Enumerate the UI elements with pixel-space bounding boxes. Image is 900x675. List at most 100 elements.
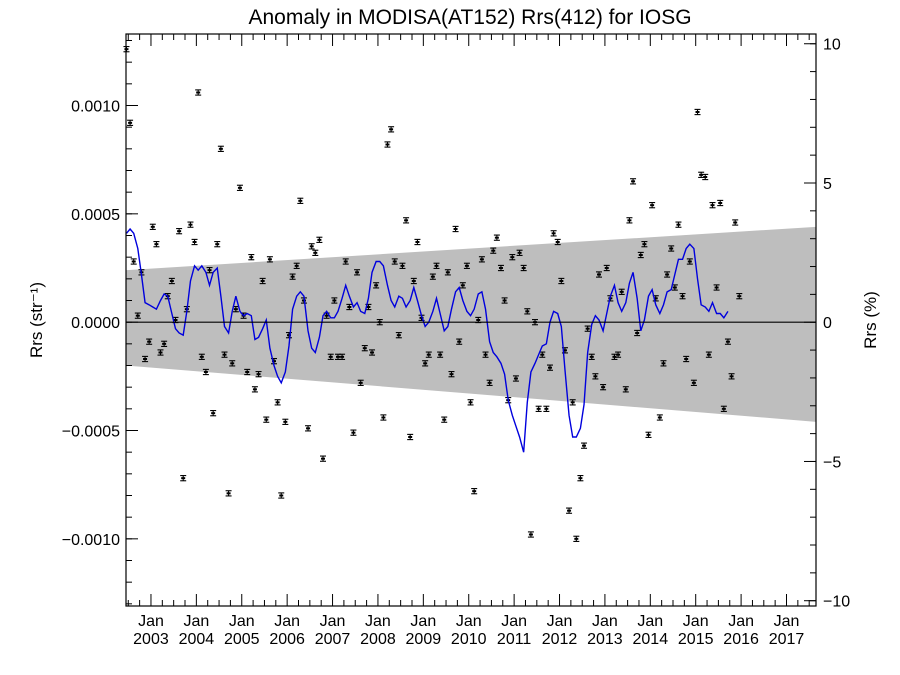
y-tick-label-left: 0.0005 <box>71 207 120 224</box>
data-point <box>683 355 690 363</box>
data-point <box>206 267 213 274</box>
data-point <box>320 455 327 462</box>
data-point <box>501 297 508 304</box>
y-tick-label-left: −0.0005 <box>62 424 120 441</box>
data-point <box>214 241 221 248</box>
plot-frame <box>125 33 817 607</box>
data-point <box>278 492 285 499</box>
x-tick-year: 2010 <box>451 631 487 648</box>
data-point <box>388 126 395 133</box>
x-tick-year: 2011 <box>497 631 532 648</box>
data-point <box>410 277 417 285</box>
y-tick-label-right: 5 <box>823 176 832 193</box>
data-point <box>520 264 527 272</box>
data-point <box>554 238 561 246</box>
data-point <box>660 360 667 367</box>
x-tick-year: 2005 <box>224 631 260 648</box>
y-tick-label-right: 10 <box>823 37 841 54</box>
data-point <box>490 247 497 254</box>
y-tick-label-left: −0.0010 <box>62 532 120 549</box>
data-point <box>592 373 599 380</box>
data-point <box>274 399 281 406</box>
data-point <box>626 217 633 224</box>
data-point <box>248 254 255 261</box>
x-tick-month: Jan <box>183 613 209 630</box>
data-point <box>581 442 588 449</box>
data-point <box>429 273 436 280</box>
data-point <box>558 277 565 285</box>
data-point <box>244 368 251 376</box>
data-point <box>459 282 466 289</box>
data-point <box>705 351 712 358</box>
data-point <box>441 416 448 423</box>
x-tick-month: Jan <box>274 613 300 630</box>
data-point <box>694 108 701 116</box>
data-point <box>236 184 243 191</box>
data-point <box>569 399 576 406</box>
data-point <box>577 475 584 482</box>
data-point <box>546 364 553 371</box>
x-tick-year: 2006 <box>269 631 305 648</box>
x-tick-year: 2008 <box>360 631 396 648</box>
data-point <box>384 141 391 148</box>
x-tick-year: 2004 <box>179 631 215 648</box>
data-point <box>516 249 523 256</box>
data-point <box>425 351 432 358</box>
data-point <box>467 399 474 406</box>
y-tick-label-right: −5 <box>823 454 841 471</box>
data-point <box>566 507 573 514</box>
x-tick-year: 2014 <box>633 631 669 648</box>
data-point <box>168 277 175 285</box>
data-point <box>478 256 485 263</box>
data-point <box>316 236 323 243</box>
data-point <box>202 368 209 376</box>
data-point <box>346 303 353 311</box>
data-point <box>395 332 402 339</box>
data-point <box>361 345 368 352</box>
data-point <box>524 308 531 315</box>
x-tick-month: Jan <box>456 613 482 630</box>
x-tick-month: Jan <box>592 613 618 630</box>
x-tick-year: 2016 <box>723 631 759 648</box>
data-point <box>153 241 160 248</box>
y-tick-label-right: −10 <box>823 594 850 611</box>
y-tick-label-left: 0.0010 <box>71 99 120 116</box>
data-point <box>195 89 202 96</box>
data-point <box>191 238 198 246</box>
data-point <box>433 262 440 269</box>
data-point <box>600 384 607 391</box>
data-point <box>130 258 137 265</box>
y-axis-label-left: Rrs (str⁻¹) <box>27 282 46 358</box>
confidence-band <box>126 226 816 422</box>
axes: 0.0010 0.0005 0.0000 −0.0005 −0.0010 10 5 0 −5 −1… <box>62 34 850 648</box>
data-point <box>584 325 591 332</box>
data-point <box>456 338 463 345</box>
data-point <box>615 351 622 358</box>
data-point <box>482 351 489 358</box>
y-tick-label-left: 0.0000 <box>71 315 120 332</box>
data-point <box>407 433 414 441</box>
data-point <box>509 254 516 261</box>
data-point <box>297 197 304 204</box>
data-point <box>664 271 671 278</box>
data-point <box>512 375 519 382</box>
data-point <box>161 340 168 347</box>
data-point <box>527 531 534 538</box>
data-point <box>380 414 387 421</box>
data-point <box>180 475 187 482</box>
data-point <box>142 355 149 363</box>
data-point <box>637 251 644 259</box>
x-tick-month: Jan <box>547 613 573 630</box>
data-point <box>331 297 338 304</box>
x-tick-month: Jan <box>229 613 255 630</box>
data-point <box>493 234 500 241</box>
data-point <box>622 386 629 393</box>
x-tick-month: Jan <box>138 613 164 630</box>
data-point <box>221 351 228 358</box>
data-point <box>357 379 364 386</box>
data-point <box>603 264 610 272</box>
data-point <box>690 379 697 386</box>
data-point <box>686 258 693 265</box>
data-point <box>702 173 709 181</box>
